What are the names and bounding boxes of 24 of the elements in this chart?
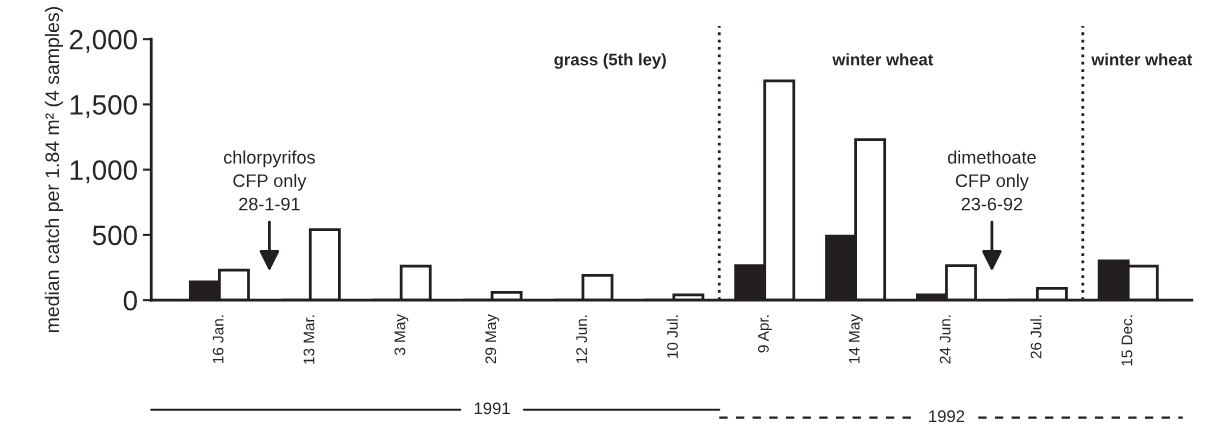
text: 1991 — [474, 402, 510, 415]
y-tick-label: 1,500 — [70, 95, 137, 119]
annotation: winter wheat — [1091, 53, 1193, 66]
x-tick-label: 9 Apr. — [757, 315, 772, 353]
x-tick-label: 24 Jun. — [939, 315, 951, 364]
x-tick-label: 15 Dec. — [1121, 315, 1133, 366]
y-tick-label: 500 — [92, 225, 137, 246]
y-tick-label: 2,000 — [69, 29, 137, 53]
y-tick-label: 0 — [123, 290, 137, 311]
x-tick-label: 12 Jun. — [576, 315, 588, 363]
annotation: dimethoate CFP only 23-6-92 — [948, 150, 1036, 211]
y-tick-label: 1,000 — [70, 160, 137, 184]
annotation: grass (5th ley) — [554, 53, 666, 69]
x-tick-label: 10 Jul. — [666, 315, 678, 358]
annotation: chlorpyrifos CFP only 28-1-91 — [224, 150, 315, 211]
x-tick-label: 3 May — [394, 314, 409, 356]
x-tick-label: 29 May — [485, 314, 500, 364]
x-tick-label: 14 May — [849, 314, 863, 363]
x-tick-label: 16 Jan. — [212, 315, 224, 363]
annotation: winter wheat — [832, 53, 934, 66]
text: 1992 — [929, 410, 965, 423]
x-tick-label: 13 Mar. — [303, 315, 315, 364]
x-tick-label: 26 Jul. — [1030, 315, 1042, 359]
y-axis-title: median catch per 1.84 m² (4 samples) — [44, 7, 63, 333]
